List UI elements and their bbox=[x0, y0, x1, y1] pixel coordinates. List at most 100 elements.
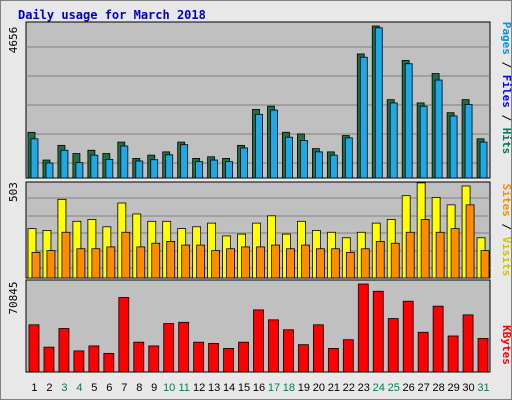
day-label: 18 bbox=[283, 382, 295, 394]
kbytes-bar bbox=[447, 335, 459, 373]
kbytes-bar bbox=[178, 321, 190, 373]
ymax-label: 70845 bbox=[7, 281, 20, 314]
sites-bar bbox=[390, 242, 400, 279]
day-label: 13 bbox=[208, 382, 220, 394]
kbytes-bar bbox=[43, 346, 55, 373]
legend-pages-files-hits: Pages / Files / Hits bbox=[500, 22, 512, 155]
day-label: 4 bbox=[76, 382, 82, 394]
kbytes-bar bbox=[402, 300, 414, 373]
legend-sites-visits: Sites / Visits bbox=[500, 184, 512, 277]
files-bar bbox=[195, 161, 204, 179]
kbytes-bar bbox=[477, 338, 489, 373]
files-bar bbox=[30, 138, 39, 179]
sites-bar bbox=[345, 251, 355, 279]
kbytes-bar bbox=[342, 339, 354, 373]
files-bar bbox=[45, 162, 54, 179]
sites-bar bbox=[76, 248, 86, 279]
kbytes-bar bbox=[462, 314, 474, 373]
files-bar bbox=[449, 115, 458, 179]
kbytes-bar bbox=[223, 347, 234, 373]
sites-bar bbox=[405, 231, 415, 279]
files-bar bbox=[105, 158, 114, 179]
kbytes-bar bbox=[417, 331, 429, 373]
day-label: 1 bbox=[31, 382, 37, 394]
day-label: 12 bbox=[193, 382, 205, 394]
files-bar bbox=[60, 149, 69, 179]
files-bar bbox=[225, 161, 233, 179]
kbytes-bar bbox=[148, 345, 160, 373]
files-bar bbox=[285, 136, 293, 179]
sites-bar bbox=[241, 246, 250, 279]
files-bar bbox=[374, 27, 383, 179]
sites-bar bbox=[211, 250, 221, 279]
sites-bar bbox=[121, 231, 131, 279]
sites-bar bbox=[271, 244, 280, 279]
ymax-label: 503 bbox=[7, 182, 20, 202]
sites-bar bbox=[360, 248, 370, 279]
day-label: 23 bbox=[358, 382, 370, 394]
kbytes-bar bbox=[103, 352, 115, 373]
files-bar bbox=[434, 79, 443, 179]
sites-bar bbox=[151, 242, 161, 279]
ymax-label: 4656 bbox=[7, 27, 20, 54]
files-bar bbox=[404, 63, 413, 179]
day-label: 21 bbox=[328, 382, 340, 394]
kbytes-bar bbox=[238, 341, 249, 373]
files-bar bbox=[479, 141, 488, 179]
day-label: 9 bbox=[151, 382, 157, 394]
kbytes-bar bbox=[193, 341, 205, 373]
sites-bar bbox=[450, 228, 460, 279]
sites-bar bbox=[61, 231, 71, 279]
day-label: 22 bbox=[343, 382, 355, 394]
day-label: 30 bbox=[462, 382, 474, 394]
sites-bar bbox=[106, 246, 116, 279]
sites-bar bbox=[226, 248, 235, 279]
kbytes-bar bbox=[73, 350, 85, 373]
sites-bar bbox=[136, 246, 146, 279]
sites-bar bbox=[330, 248, 340, 279]
kbytes-bar bbox=[253, 309, 264, 373]
kbytes-bar bbox=[327, 347, 339, 373]
files-bar bbox=[180, 144, 189, 179]
day-label: 15 bbox=[238, 382, 250, 394]
sites-bar bbox=[301, 244, 310, 279]
day-label: 14 bbox=[223, 382, 235, 394]
day-label: 10 bbox=[163, 382, 175, 394]
sites-bar bbox=[91, 248, 101, 279]
files-bar bbox=[344, 137, 353, 179]
day-label: 19 bbox=[298, 382, 310, 394]
day-label: 27 bbox=[418, 382, 430, 394]
day-label: 24 bbox=[373, 382, 385, 394]
sites-bar bbox=[181, 244, 191, 279]
sites-bar bbox=[31, 251, 41, 279]
kbytes-bar bbox=[118, 297, 130, 373]
kbytes-bar bbox=[28, 324, 40, 373]
day-label: 2 bbox=[46, 382, 52, 394]
day-label: 5 bbox=[91, 382, 97, 394]
kbytes-bar bbox=[298, 344, 309, 373]
sites-bar bbox=[465, 204, 475, 279]
files-bar bbox=[389, 102, 398, 179]
sites-bar bbox=[196, 244, 206, 279]
files-bar bbox=[300, 140, 308, 179]
sites-bar bbox=[375, 241, 385, 279]
files-bar bbox=[240, 147, 248, 179]
sites-bar bbox=[166, 241, 176, 279]
day-label: 20 bbox=[313, 382, 325, 394]
kbytes-bar bbox=[163, 323, 175, 373]
kbytes-bar bbox=[432, 305, 444, 373]
sites-bar bbox=[46, 250, 56, 279]
legend-kbytes: KBytes bbox=[500, 325, 512, 365]
files-bar bbox=[419, 105, 428, 179]
day-label: 26 bbox=[403, 382, 415, 394]
files-bar bbox=[120, 145, 129, 179]
sites-bar bbox=[480, 250, 490, 279]
kbytes-bar bbox=[58, 328, 70, 373]
sites-bar bbox=[256, 246, 265, 279]
kbytes-bar bbox=[268, 319, 279, 373]
files-bar bbox=[329, 154, 338, 179]
kbytes-bar bbox=[387, 318, 399, 373]
day-label: 3 bbox=[61, 382, 67, 394]
kbytes-bar bbox=[312, 324, 324, 373]
